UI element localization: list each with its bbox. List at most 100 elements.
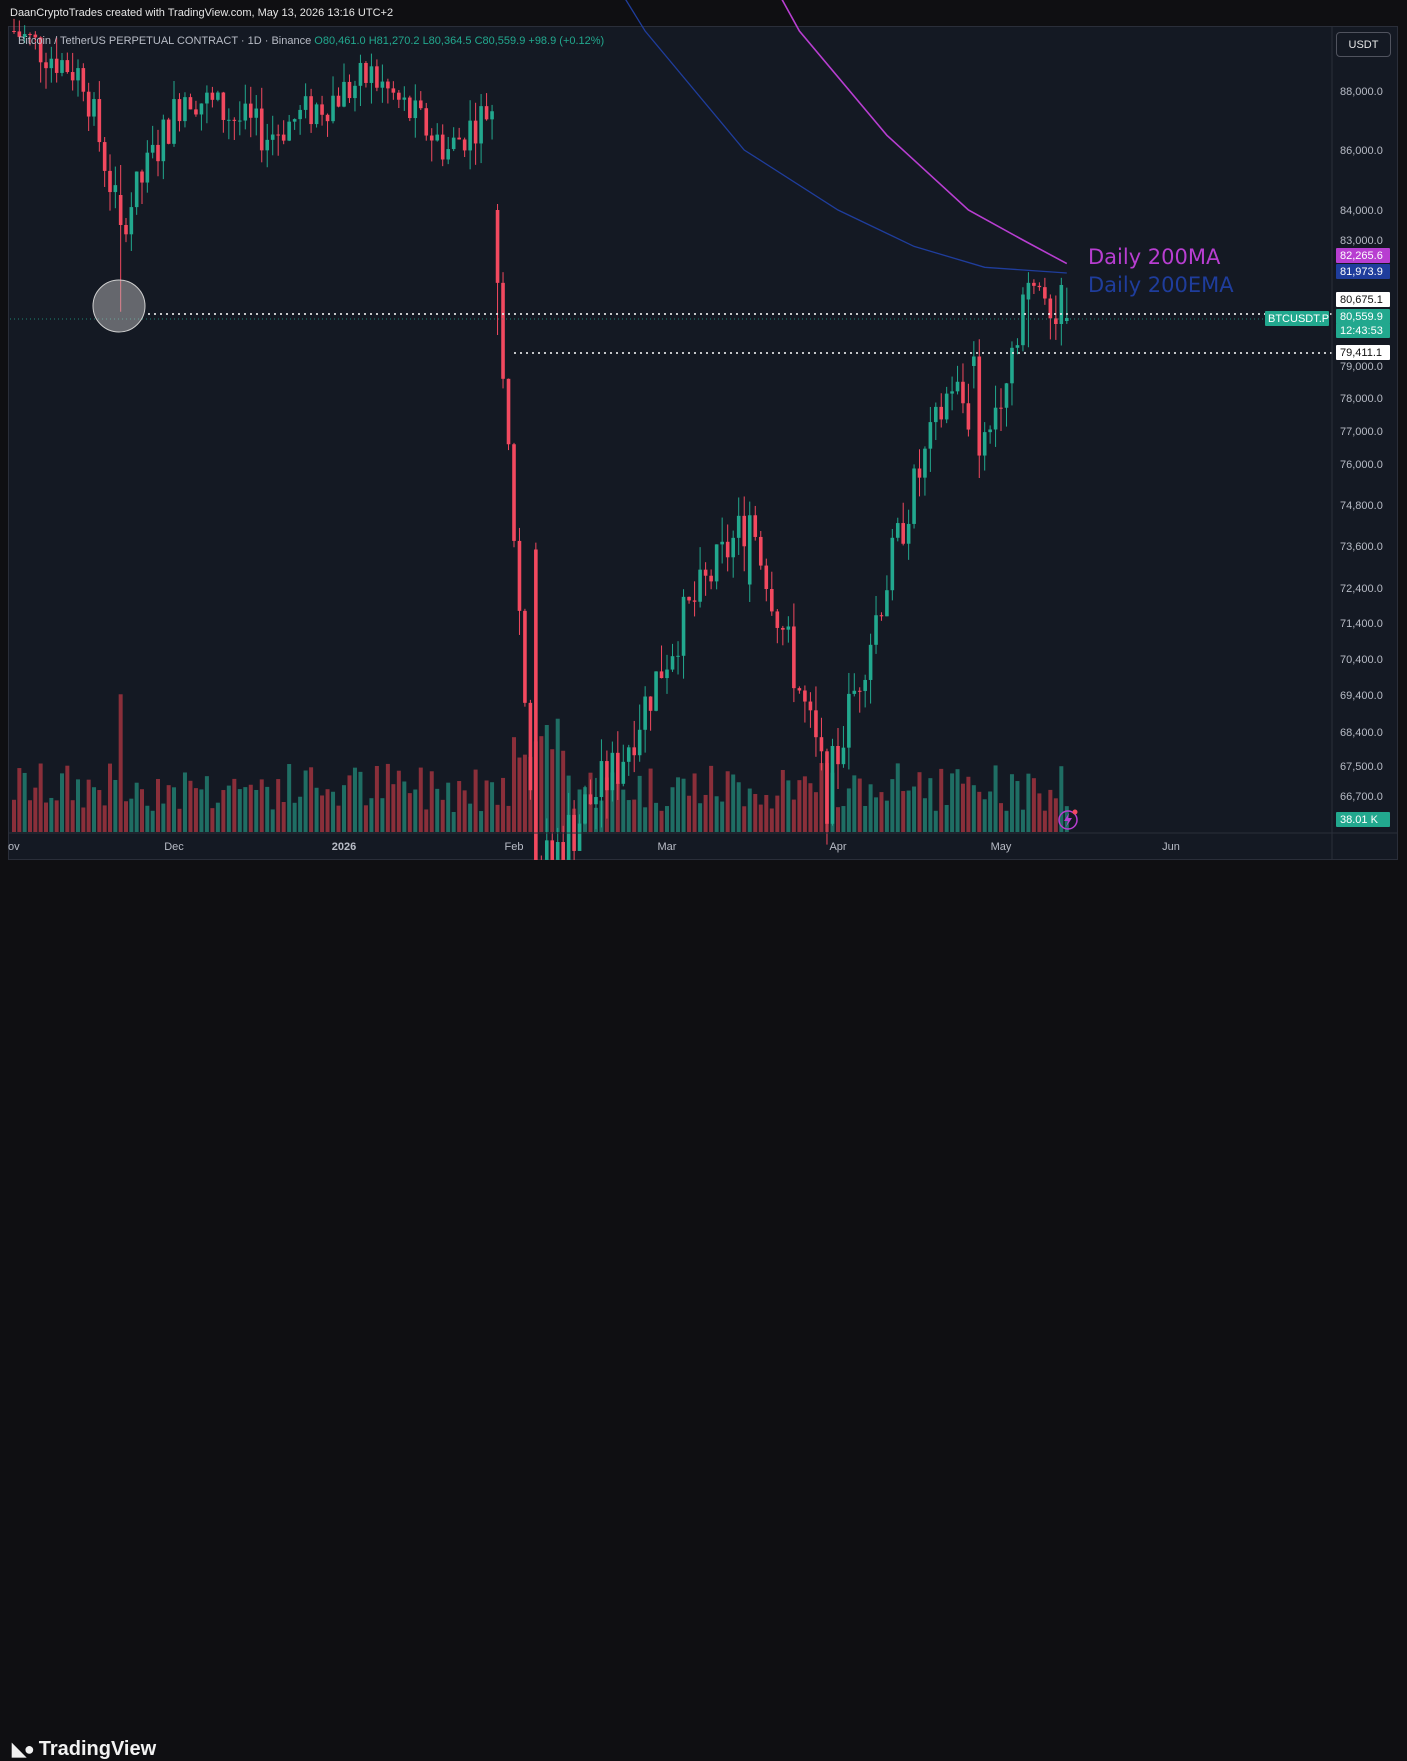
volume-bar	[512, 737, 516, 832]
volume-bar	[292, 802, 297, 832]
candle-body	[1065, 318, 1069, 322]
candle-body	[408, 97, 412, 119]
candle-body	[298, 109, 302, 120]
volume-bar	[358, 771, 363, 832]
candle-body	[561, 842, 565, 868]
price-tag-bg	[1336, 309, 1390, 324]
volume-bar	[753, 793, 758, 832]
volume-bar	[626, 800, 631, 832]
volume-bar	[145, 805, 150, 832]
candle-body	[166, 119, 171, 144]
volume-bar	[561, 750, 566, 832]
volume-bar	[237, 789, 242, 832]
candle-body	[238, 120, 242, 122]
time-axis[interactable]: ov Dec 2026 Feb Mar Apr May Jun	[8, 841, 1180, 853]
volume-bar	[254, 789, 259, 832]
volume-bar	[199, 789, 204, 832]
volume-bar	[161, 803, 166, 832]
chart-canvas[interactable]: 88,000.0 86,000.0 84,000.0 83,000.0 81,973.9…	[0, 0, 1407, 920]
volume-bar	[150, 810, 155, 832]
price-tag-text: 80,559.9	[1340, 311, 1383, 323]
candle-body	[714, 544, 719, 582]
volume-bar	[901, 791, 906, 832]
attribution-text: DaanCryptoTrades created with TradingVie…	[10, 7, 394, 19]
volume-bar	[1004, 810, 1009, 832]
volume-bar	[857, 778, 862, 832]
candle-body	[1004, 383, 1009, 408]
volume-bar	[484, 780, 489, 832]
volume-bar	[841, 806, 846, 832]
volume-bar	[22, 772, 27, 832]
volume-bar	[102, 805, 107, 832]
ema-annotation: Daily 200EMA	[1088, 273, 1234, 297]
candle-body	[528, 702, 533, 791]
symbol-name: Bitcoin / TetherUS PERPETUAL CONTRACT · …	[18, 35, 312, 47]
candle-body	[1032, 282, 1036, 286]
candle-body	[118, 195, 123, 225]
candle-body	[227, 119, 231, 121]
price-tick-label: 83,000.0	[1340, 235, 1383, 247]
price-axis[interactable]: 88,000.0 86,000.0 84,000.0 83,000.0 81,973.9…	[1340, 86, 1383, 803]
price-tick-label: 76,000.0	[1340, 459, 1383, 471]
candle-body	[281, 134, 286, 141]
volume-bar	[446, 782, 451, 832]
candle-body	[1043, 287, 1047, 299]
price-tags: 82,265.6 81,973.9 80,675.1 80,559.9 12:43:53…	[1265, 248, 1390, 827]
volume-bar	[676, 777, 681, 832]
time-tick-label: Jun	[1162, 841, 1180, 853]
candle-body	[747, 515, 752, 585]
candle-body	[698, 569, 702, 602]
volume-bar	[791, 799, 796, 832]
volume-bar	[435, 788, 440, 832]
volume-bar	[303, 770, 308, 832]
candle-body	[150, 144, 155, 153]
candle-body	[1054, 318, 1058, 325]
candle-body	[331, 95, 335, 122]
price-tick-label: 79,000.0	[1340, 361, 1383, 373]
volume-bar	[248, 784, 253, 832]
volume-bar	[868, 784, 873, 832]
volume-bar	[124, 801, 128, 832]
tradingview-logo[interactable]: ◣● TradingView	[12, 1738, 156, 1761]
candle-body	[966, 403, 971, 430]
candle-body	[637, 729, 642, 756]
candle-body	[54, 58, 59, 73]
candle-body	[177, 99, 182, 122]
open-value: O80,461.0	[314, 35, 366, 47]
candle-body	[944, 393, 949, 420]
candle-body	[145, 152, 150, 183]
candle-body	[895, 523, 900, 538]
candle-body	[1010, 347, 1014, 384]
volume-bar	[621, 789, 626, 832]
candle-body	[129, 207, 134, 235]
candle-body	[736, 515, 741, 538]
candle-body	[523, 610, 527, 703]
candle-body	[792, 626, 796, 689]
volume-bar	[863, 806, 868, 832]
volume-bar	[44, 802, 48, 832]
candle-body	[336, 95, 341, 107]
lightning-icon[interactable]	[1058, 809, 1078, 830]
candle-body	[830, 745, 835, 824]
time-tick-label: ov	[8, 841, 20, 853]
volume-bar	[720, 801, 725, 832]
volume-bar	[681, 778, 686, 832]
candle-body	[1021, 294, 1025, 346]
volume-bars	[12, 694, 1069, 832]
candle-body	[402, 97, 407, 100]
candle-body	[86, 91, 91, 117]
chart-frame[interactable]	[8, 26, 1398, 860]
candle-body	[797, 688, 802, 691]
volume-bar	[33, 787, 38, 832]
price-tag-text: 12:43:53	[1340, 325, 1383, 337]
candle-body	[610, 752, 615, 791]
time-tick-label: May	[991, 841, 1012, 853]
candle-body	[369, 66, 374, 83]
candle-body	[248, 103, 253, 118]
volume-bar	[314, 787, 319, 832]
volume-bar	[352, 767, 357, 832]
volume-bar	[336, 805, 341, 832]
volume-bar	[692, 773, 697, 832]
candle-body	[857, 690, 862, 692]
currency-button[interactable]: USDT	[1336, 32, 1391, 57]
